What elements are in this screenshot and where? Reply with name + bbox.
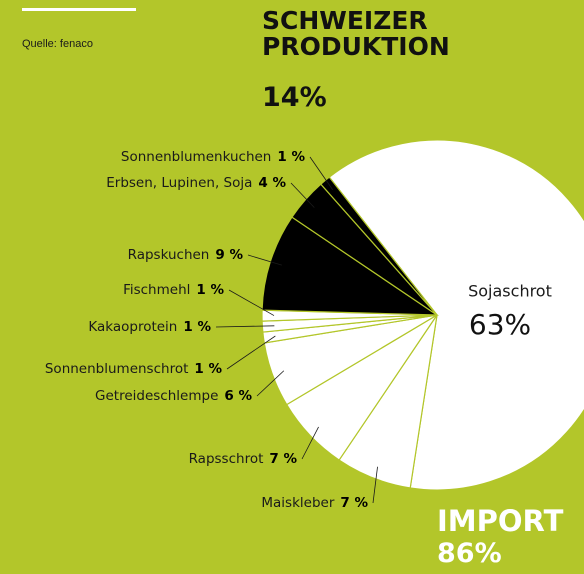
- leader-line: [256, 370, 285, 397]
- leader-line: [301, 426, 319, 460]
- value-label: 6 %: [224, 388, 252, 404]
- group-title: IMPORT: [437, 504, 564, 538]
- slice-label: Rapsschrot: [189, 451, 264, 467]
- slice-label: Rapskuchen: [128, 247, 210, 263]
- value-label: 1 %: [277, 149, 305, 165]
- value-label: 1 %: [183, 319, 211, 335]
- slice-label: Sojaschrot: [468, 282, 552, 301]
- slice-label: Erbsen, Lupinen, Soja: [106, 175, 252, 191]
- source: Quelle: fenaco: [22, 38, 93, 50]
- leader-line: [215, 325, 275, 328]
- value-label: 1 %: [194, 361, 222, 377]
- value-label: 63%: [469, 308, 531, 341]
- value-label: 7 %: [340, 495, 368, 511]
- group-value: 86%: [437, 538, 502, 569]
- leader-line: [247, 254, 282, 266]
- value-label: 4 %: [258, 175, 286, 191]
- top-rule: [22, 8, 136, 11]
- slice: [328, 139, 584, 491]
- slice-label: Maiskleber: [261, 495, 334, 511]
- value-label: 1 %: [196, 282, 224, 298]
- slice-label: Sonnenblumenkuchen: [121, 149, 272, 165]
- slice: [319, 176, 438, 316]
- group-value: 14%: [262, 82, 327, 113]
- slice-label: Sonnenblumenschrot: [45, 361, 189, 377]
- value-label: 7 %: [269, 451, 297, 467]
- group-title: SCHWEIZER PRODUKTION: [262, 6, 450, 62]
- slice-label: Fischmehl: [123, 282, 190, 298]
- leader-line: [226, 335, 276, 370]
- leader-line: [290, 182, 315, 208]
- value-label: 9 %: [215, 247, 243, 263]
- slice-label: Getreideschlempe: [95, 388, 218, 404]
- leader-line: [228, 289, 275, 316]
- slice-label: Kakaoprotein: [88, 319, 177, 335]
- leader-line: [372, 466, 378, 504]
- leader-line: [309, 156, 333, 190]
